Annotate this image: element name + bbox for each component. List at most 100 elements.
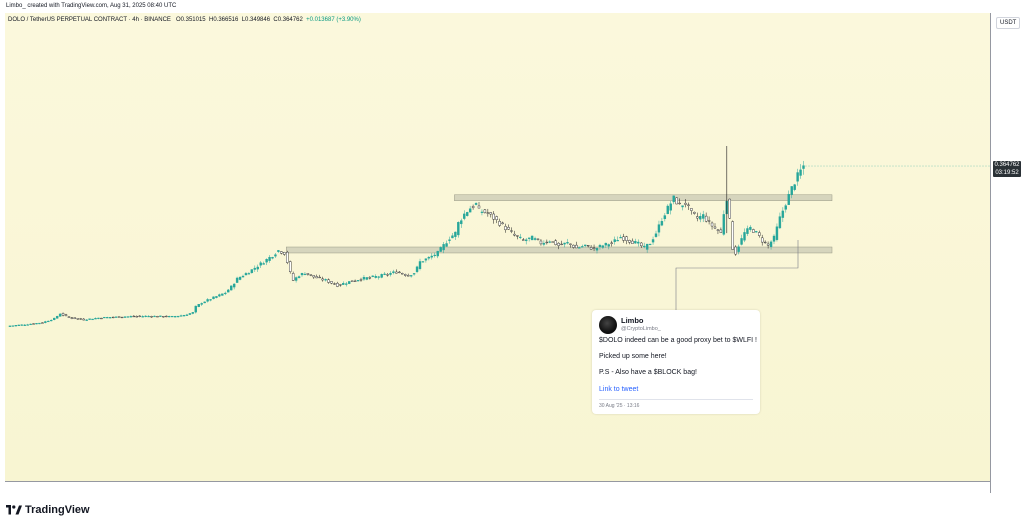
candle-body (271, 257, 274, 259)
candle-body (135, 316, 139, 318)
ohlc-low: L0.349846 (241, 17, 271, 23)
candle-body (365, 277, 369, 280)
candle-body (377, 276, 380, 278)
candle-body (581, 246, 584, 248)
candle-body (548, 241, 551, 243)
candle-body (421, 261, 425, 263)
candle-body (218, 294, 221, 297)
candle-body (640, 242, 643, 247)
candle-body (170, 315, 174, 318)
candle-body (454, 231, 457, 237)
candle-body (775, 226, 779, 240)
candle-body (58, 313, 62, 317)
candle-body (542, 242, 546, 245)
candle-body (619, 237, 622, 239)
candle-body (666, 205, 669, 215)
candle-body (648, 243, 652, 246)
candle-body (643, 245, 646, 248)
candle-body (76, 318, 80, 320)
candle-body (672, 195, 675, 203)
candle-body (156, 316, 159, 318)
candle-body (286, 251, 289, 263)
tweet-link[interactable]: Link to tweet (599, 386, 639, 393)
candle-body (129, 316, 133, 318)
candle-body (628, 240, 631, 243)
candle-body (383, 273, 386, 275)
candle-body (589, 247, 593, 250)
candle-body (306, 273, 310, 275)
candle-body (439, 247, 442, 252)
candle-body (342, 283, 345, 285)
candle-body (728, 198, 731, 219)
candle-body (436, 250, 439, 257)
candle-body (168, 315, 171, 318)
candle-body (551, 241, 554, 243)
candle-body (241, 275, 245, 278)
candle-body (407, 275, 410, 277)
time-axis[interactable] (5, 481, 990, 493)
symbol-legend[interactable]: DOLO / TetherUS PERPETUAL CONTRACT · 4h … (8, 17, 361, 23)
candle-body (492, 213, 495, 220)
candle-body (147, 315, 150, 318)
candle-body (501, 222, 504, 225)
candle-body (356, 280, 360, 282)
candle-body (483, 209, 487, 213)
candle-body (457, 222, 460, 236)
candle-body (645, 243, 649, 250)
candle-body (253, 267, 257, 270)
candle-body (474, 203, 478, 205)
candle-body (100, 317, 103, 320)
candle-body (448, 239, 451, 241)
candle-body (710, 222, 714, 227)
candle-body (731, 221, 734, 250)
candle-body (144, 315, 147, 318)
last-price-value: 0.364762 (994, 162, 1020, 168)
tradingview-logo[interactable]: TradingView (6, 503, 90, 517)
candle-body (300, 273, 304, 276)
candle-body (527, 237, 531, 239)
candle-body (20, 324, 23, 326)
candle-body (197, 303, 200, 308)
candle-body (761, 237, 764, 243)
candle-body (162, 316, 165, 318)
candle-body (681, 205, 684, 208)
candle-body (430, 255, 433, 258)
candle-body (53, 317, 56, 320)
candle-body (117, 316, 121, 318)
candle-body (111, 316, 115, 319)
tweet-card[interactable]: Limbo @CryptoLimbo_ $DOLO indeed can be … (592, 310, 760, 414)
price-axis[interactable] (990, 13, 1027, 493)
candle-body (259, 262, 262, 266)
candle-body (790, 186, 793, 195)
candle-body (315, 276, 318, 279)
candle-body (70, 317, 74, 319)
candle-body (327, 279, 330, 283)
currency-label[interactable]: USDT (996, 17, 1021, 29)
candle-body (350, 280, 354, 282)
candle-body (309, 274, 313, 276)
candle-body (362, 276, 366, 280)
candle-body (498, 221, 501, 226)
candle-body (566, 242, 569, 244)
candle-body (657, 224, 661, 233)
ohlc-close: C0.364762 (273, 17, 303, 23)
candle-body (191, 312, 195, 314)
candle-body (283, 252, 286, 255)
candle-body (126, 316, 130, 318)
candle-body (660, 221, 664, 226)
candle-body (687, 204, 690, 206)
candle-body (232, 283, 236, 288)
price-change: +0.013687 (+3.90%) (306, 17, 361, 23)
candle-body (510, 230, 513, 232)
candle-body (392, 271, 395, 274)
candle-body (330, 281, 333, 284)
candle-body (734, 246, 737, 255)
candle-body (114, 316, 118, 318)
candle-body (560, 243, 563, 246)
candle-body (94, 318, 97, 320)
candle-body (716, 229, 720, 231)
candle-body (415, 266, 419, 272)
candle-body (480, 211, 484, 213)
candle-body (103, 316, 106, 319)
